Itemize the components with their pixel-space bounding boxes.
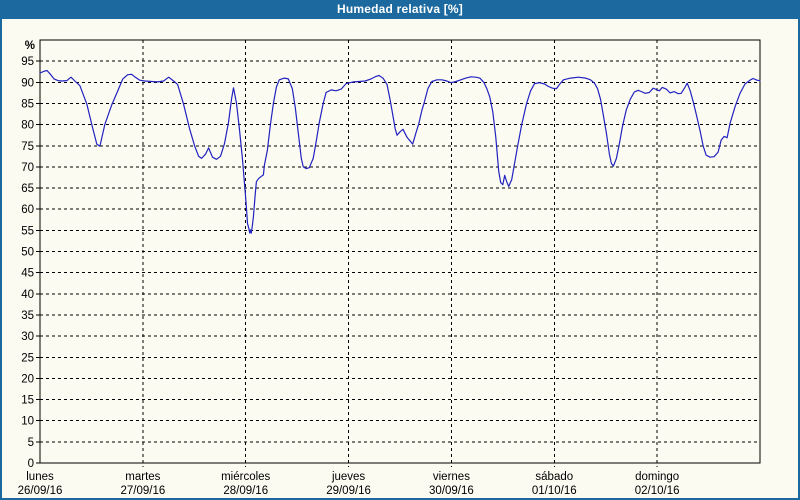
y-axis-tick-label: 5 [28,437,34,449]
y-axis-tick-label: 40 [21,289,34,301]
x-axis-date-label: 01/10/16 [532,485,577,497]
y-axis-tick-label: 65 [21,183,34,195]
y-axis-tick-label: 30 [21,331,34,343]
chart-title: Humedad relativa [%] [336,2,464,16]
y-axis-tick-label: 70 [21,162,34,174]
y-axis-tick-label: 85 [21,98,34,110]
y-axis-tick-label: 10 [21,416,34,428]
y-axis-tick-label: 60 [21,204,34,216]
y-axis-tick-label: 25 [21,352,34,364]
x-axis-day-label: jueves [331,471,365,483]
y-axis-tick-label: 20 [21,373,34,385]
plot-border [39,39,761,464]
y-axis-tick-label: 55 [21,225,34,237]
x-axis-day-label: miércoles [221,471,270,483]
x-axis-date-label: 26/09/16 [18,485,63,497]
x-axis-date-label: 02/10/16 [635,485,680,497]
window-titlebar: Humedad relativa [%] [0,0,800,19]
y-axis-tick-label: 75 [21,141,34,153]
x-axis-day-label: martes [125,471,160,483]
y-axis-unit-label: % [25,40,35,52]
y-axis-tick-label: 35 [21,310,34,322]
y-axis-tick-label: 95 [21,56,34,68]
y-axis-tick-label: 0 [28,458,34,470]
y-axis-tick-label: 45 [21,268,34,280]
y-axis-tick-label: 90 [21,77,34,89]
humidity-series-line [39,69,761,234]
y-axis-tick-label: 80 [21,120,34,132]
x-axis-day-label: lunes [26,471,54,483]
x-axis-date-label: 28/09/16 [223,485,268,497]
y-axis-tick-label: 15 [21,395,34,407]
x-axis-day-label: sábado [535,471,573,483]
x-axis-day-label: viernes [433,471,470,483]
x-axis-date-label: 29/09/16 [326,485,371,497]
x-axis-day-label: domingo [635,471,679,483]
x-axis-date-label: 27/09/16 [120,485,165,497]
x-axis-date-label: 30/09/16 [429,485,474,497]
y-axis-tick-label: 50 [21,247,34,259]
